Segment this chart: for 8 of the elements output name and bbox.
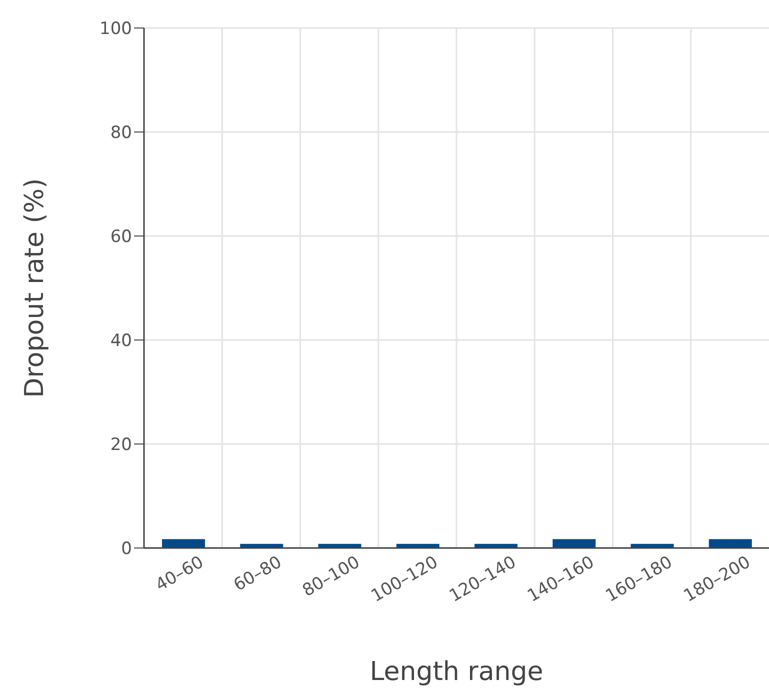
y-axis-title: Dropout rate (%) [20,178,50,398]
y-tick-label: 20 [110,435,132,456]
y-tick-label: 0 [121,539,132,560]
y-tick-label: 40 [110,331,132,352]
y-tick-label: 60 [110,227,132,248]
y-tick-label: 80 [110,123,132,144]
y-tick-label: 100 [100,19,132,40]
x-axis-title: Length range [370,657,544,687]
